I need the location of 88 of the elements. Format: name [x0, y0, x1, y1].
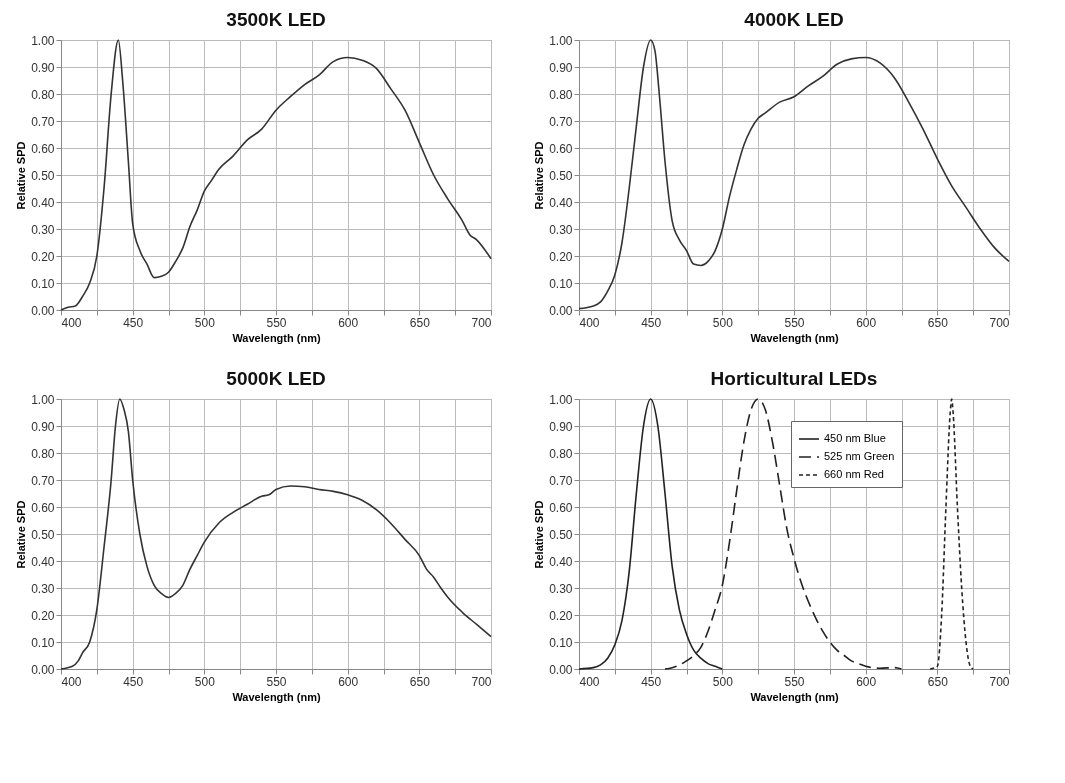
x-tick-label: 700 — [989, 674, 1010, 689]
chart-title: 4000K LED — [744, 9, 844, 30]
x-tick-label: 650 — [927, 674, 949, 689]
y-tick-label: 0.50 — [549, 168, 573, 183]
y-axis-title: Relative SPD — [533, 141, 546, 210]
x-tick-label: 400 — [61, 674, 82, 689]
x-tick-label: 650 — [409, 674, 431, 689]
x-tick-label: 600 — [856, 674, 877, 689]
y-tick-label: 0.00 — [31, 662, 55, 677]
x-tick-label: 700 — [471, 674, 492, 689]
x-axis-title: Wavelength (nm) — [750, 331, 839, 344]
y-tick-label: 0.90 — [31, 419, 55, 434]
y-tick-label: 0.10 — [31, 635, 55, 650]
x-axis-title: Wavelength (nm) — [750, 690, 839, 703]
y-tick-label: 0.00 — [549, 303, 573, 318]
x-tick-label: 450 — [641, 674, 662, 689]
y-tick-label: 1.00 — [549, 392, 573, 407]
x-tick-label: 500 — [194, 315, 216, 330]
y-tick-label: 0.30 — [549, 581, 573, 596]
legend-label: 525 nm Green — [824, 450, 895, 462]
x-tick-label: 600 — [338, 315, 359, 330]
chart-title: 3500K LED — [226, 9, 326, 30]
y-tick-label: 0.70 — [549, 114, 573, 129]
y-tick-label: 0.40 — [31, 554, 55, 569]
y-tick-label: 0.30 — [31, 581, 55, 596]
y-tick-label: 0.60 — [549, 500, 573, 515]
x-axis-title: Wavelength (nm) — [232, 331, 321, 344]
y-tick-label: 0.00 — [549, 662, 573, 677]
chart-title: Horticultural LEDs — [710, 368, 878, 389]
y-tick-label: 1.00 — [31, 33, 55, 48]
x-tick-label: 500 — [712, 315, 734, 330]
y-tick-label: 0.10 — [549, 276, 573, 291]
y-tick-label: 0.90 — [549, 419, 573, 434]
x-tick-label: 600 — [338, 674, 359, 689]
y-tick-label: 0.20 — [549, 249, 573, 264]
x-tick-label: 700 — [989, 315, 1010, 330]
y-tick-label: 0.60 — [549, 141, 573, 156]
y-tick-label: 0.80 — [31, 446, 55, 461]
y-tick-label: 0.50 — [549, 527, 573, 542]
x-tick-label: 550 — [784, 315, 805, 330]
chart-title: 5000K LED — [226, 368, 326, 389]
y-tick-label: 0.60 — [31, 141, 55, 156]
y-tick-label: 0.30 — [31, 222, 55, 237]
y-tick-label: 0.10 — [549, 635, 573, 650]
y-tick-label: 0.40 — [31, 195, 55, 210]
x-tick-label: 450 — [123, 674, 144, 689]
y-tick-label: 0.70 — [31, 473, 55, 488]
y-tick-label: 0.70 — [549, 473, 573, 488]
y-axis-title: Relative SPD — [533, 500, 546, 569]
x-tick-label: 650 — [409, 315, 431, 330]
y-tick-label: 0.40 — [549, 195, 573, 210]
y-tick-label: 0.20 — [31, 249, 55, 264]
y-tick-label: 0.00 — [31, 303, 55, 318]
y-tick-label: 0.20 — [549, 608, 573, 623]
x-tick-label: 400 — [579, 315, 600, 330]
x-tick-label: 400 — [61, 315, 82, 330]
y-tick-label: 0.50 — [31, 168, 55, 183]
x-tick-label: 700 — [471, 315, 492, 330]
y-tick-label: 0.90 — [31, 60, 55, 75]
y-tick-label: 0.40 — [549, 554, 573, 569]
y-axis-title: Relative SPD — [15, 500, 28, 569]
x-tick-label: 450 — [641, 315, 662, 330]
x-tick-label: 550 — [784, 674, 805, 689]
y-tick-label: 0.80 — [549, 446, 573, 461]
x-tick-label: 500 — [194, 674, 216, 689]
legend-label: 450 nm Blue — [824, 432, 886, 444]
y-tick-label: 0.50 — [31, 527, 55, 542]
x-tick-label: 400 — [579, 674, 600, 689]
x-tick-label: 500 — [712, 674, 734, 689]
y-tick-label: 1.00 — [31, 392, 55, 407]
legend-label: 660 nm Red — [824, 468, 884, 480]
y-tick-label: 0.60 — [31, 500, 55, 515]
x-tick-label: 550 — [266, 674, 287, 689]
y-tick-label: 0.30 — [549, 222, 573, 237]
y-tick-label: 0.10 — [31, 276, 55, 291]
y-tick-label: 0.80 — [31, 87, 55, 102]
y-tick-label: 0.20 — [31, 608, 55, 623]
y-tick-label: 0.70 — [31, 114, 55, 129]
y-tick-label: 0.80 — [549, 87, 573, 102]
y-tick-label: 1.00 — [549, 33, 573, 48]
x-axis-title: Wavelength (nm) — [232, 690, 321, 703]
x-tick-label: 550 — [266, 315, 287, 330]
x-tick-label: 650 — [927, 315, 949, 330]
y-axis-title: Relative SPD — [15, 141, 28, 210]
x-tick-label: 600 — [856, 315, 877, 330]
line-series — [929, 398, 974, 670]
y-tick-label: 0.90 — [549, 60, 573, 75]
x-tick-label: 450 — [123, 315, 144, 330]
